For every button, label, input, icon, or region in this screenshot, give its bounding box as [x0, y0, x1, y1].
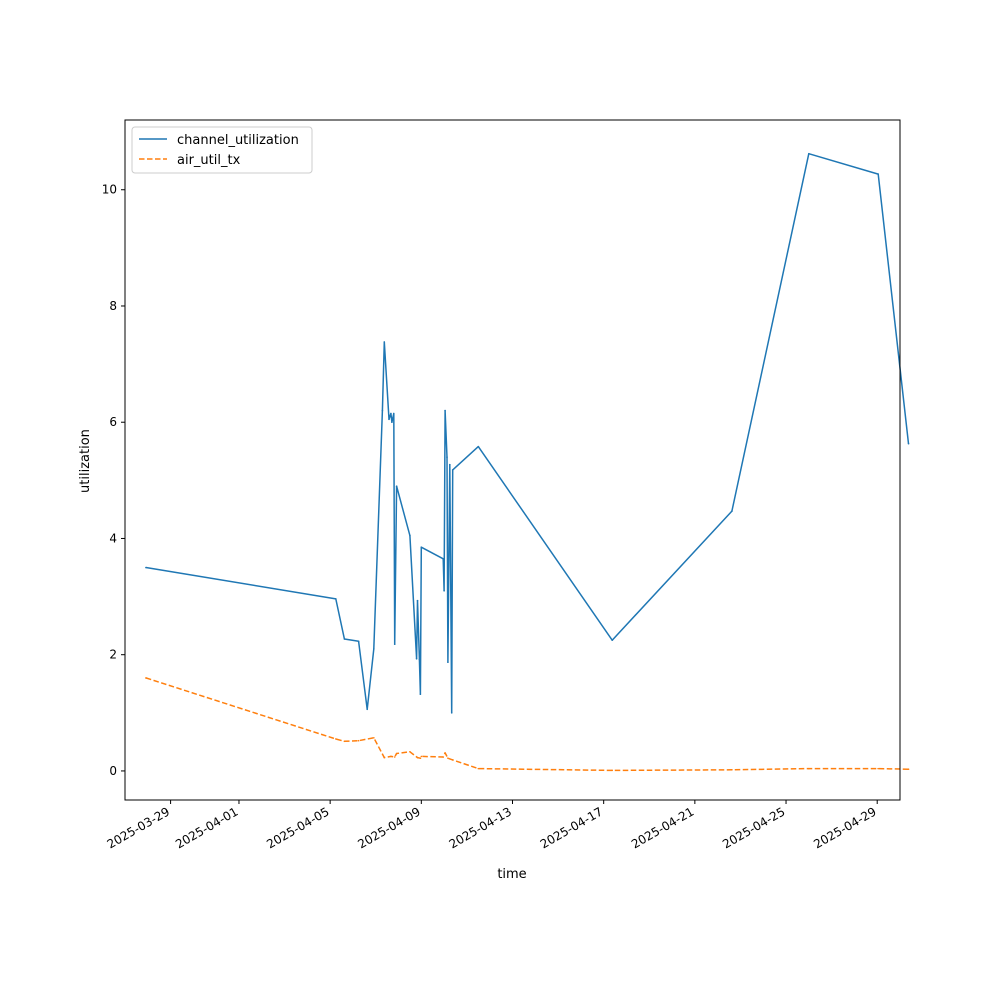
- data-point-channel-utilization-2: [343, 638, 346, 640]
- data-point-channel-utilization-11: [392, 412, 395, 415]
- y-tick-label-3: 6: [109, 415, 117, 429]
- data-point-channel-utilization-33: [907, 442, 910, 445]
- y-tick-label-2: 4: [109, 531, 117, 545]
- data-point-air-util-tx-4: [373, 737, 375, 739]
- data-point-channel-utilization-16: [416, 599, 419, 602]
- data-point-air-util-tx-2: [343, 740, 346, 743]
- data-point-channel-utilization-14: [409, 534, 411, 537]
- data-point-channel-utilization-30: [731, 510, 733, 512]
- data-point-air-util-tx-12: [420, 755, 423, 758]
- data-point-channel-utilization-21: [443, 589, 445, 592]
- data-point-air-util-tx-18: [611, 769, 614, 772]
- data-point-air-util-tx-15: [447, 757, 449, 759]
- data-point-channel-utilization-8: [388, 418, 390, 421]
- y-tick-label-0: 0: [109, 764, 117, 778]
- data-point-channel-utilization-19: [420, 546, 423, 548]
- data-point-air-util-tx-19: [731, 768, 733, 771]
- data-point-air-util-tx-14: [444, 752, 446, 754]
- data-point-channel-utilization-5: [373, 648, 375, 650]
- data-point-air-util-tx-8: [395, 752, 398, 755]
- data-point-channel-utilization-20: [442, 558, 444, 560]
- data-point-channel-utilization-10: [391, 421, 393, 424]
- data-point-air-util-tx-22: [907, 768, 910, 770]
- data-point-channel-utilization-4: [366, 708, 368, 711]
- data-point-air-util-tx-20: [808, 767, 810, 770]
- data-point-channel-utilization-17: [418, 658, 421, 661]
- data-point-channel-utilization-23: [446, 456, 448, 458]
- y-tick-label-5: 10: [102, 183, 117, 197]
- data-point-air-util-tx-16: [451, 759, 454, 761]
- data-point-air-util-tx-13: [442, 756, 444, 758]
- data-point-channel-utilization-27: [451, 469, 454, 471]
- data-point-channel-utilization-15: [415, 657, 418, 660]
- y-tick-label-4: 8: [109, 299, 117, 313]
- series-points-air-util-tx: [145, 677, 910, 772]
- data-point-air-util-tx-5: [383, 756, 386, 759]
- data-point-channel-utilization-7: [383, 341, 386, 343]
- plot-frame: [124, 119, 901, 801]
- data-point-air-util-tx-7: [393, 756, 396, 758]
- data-point-channel-utilization-26: [450, 712, 453, 714]
- data-point-channel-utilization-24: [447, 661, 449, 664]
- data-point-air-util-tx-1: [335, 738, 337, 740]
- data-point-channel-utilization-13: [395, 485, 398, 487]
- data-point-channel-utilization-22: [444, 409, 446, 412]
- legend-box: [131, 126, 313, 174]
- legend-label-air-util-tx: air_util_tx: [177, 153, 241, 168]
- series-line-channel-utilization: [145, 152, 910, 714]
- data-point-air-util-tx-9: [409, 750, 411, 753]
- y-axis-label: utilization: [78, 429, 93, 493]
- data-point-channel-utilization-1: [335, 598, 337, 600]
- data-point-channel-utilization-12: [393, 643, 396, 646]
- data-point-channel-utilization-29: [611, 639, 614, 641]
- data-point-channel-utilization-28: [477, 445, 480, 448]
- data-point-air-util-tx-11: [419, 757, 422, 759]
- data-point-air-util-tx-6: [390, 755, 392, 758]
- data-point-channel-utilization-25: [449, 463, 451, 466]
- data-point-air-util-tx-10: [416, 756, 419, 759]
- data-point-channel-utilization-6: [381, 409, 384, 412]
- series-layer: [145, 152, 910, 772]
- data-point-air-util-tx-0: [145, 677, 147, 679]
- y-tick-label-1: 2: [109, 648, 117, 662]
- data-point-channel-utilization-3: [357, 640, 360, 643]
- legend: channel_utilization air_util_tx: [131, 126, 313, 174]
- x-axis-label: time: [497, 867, 526, 882]
- series-points-channel-utilization: [145, 152, 910, 714]
- legend-label-channel-utilization: channel_utilization: [177, 133, 299, 148]
- data-point-channel-utilization-31: [808, 152, 810, 155]
- data-point-channel-utilization-18: [419, 693, 422, 696]
- data-point-air-util-tx-17: [477, 767, 480, 770]
- data-point-air-util-tx-21: [877, 767, 879, 770]
- data-point-channel-utilization-9: [390, 412, 392, 415]
- data-point-channel-utilization-32: [877, 173, 879, 175]
- data-point-air-util-tx-3: [357, 739, 360, 742]
- data-point-channel-utilization-0: [145, 566, 147, 569]
